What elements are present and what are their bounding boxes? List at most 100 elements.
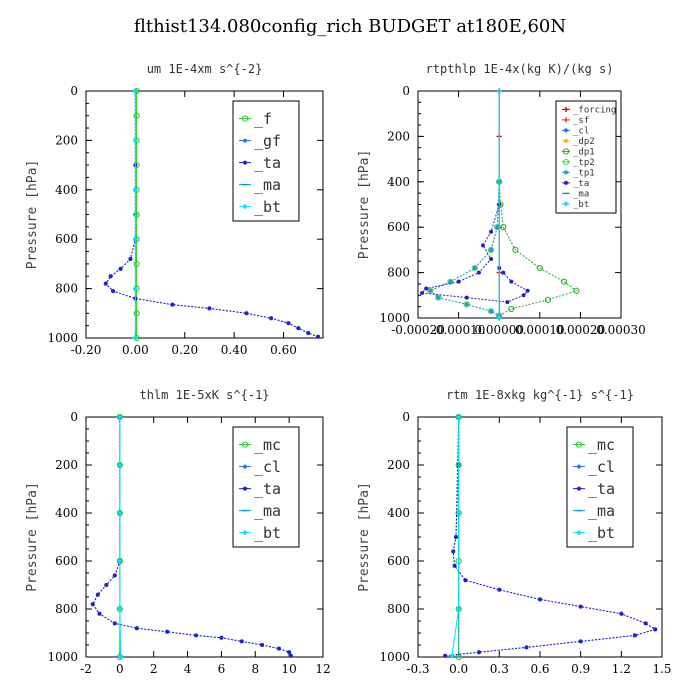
data-point [296,326,301,331]
legend-label: _gf [254,132,281,150]
chart-title: rtpthlp 1E-4x(kg K)/(kg s) [426,62,614,76]
figure-title: flthist134.080config_rich BUDGET at180E,… [133,16,567,37]
data-point [117,606,123,612]
x-tick-label: -0.3 [406,662,429,676]
data-point [544,296,552,303]
data-point [451,549,456,554]
data-point [472,266,477,271]
data-point [525,288,530,293]
legend-marker [241,115,249,122]
y-tick-label: 800 [55,282,78,296]
x-tick-label: 0.00010 [515,323,565,337]
data-point [501,270,506,275]
y-tick-label: 0 [402,84,410,98]
data-point [287,650,292,655]
data-point [643,621,648,626]
series-bt [496,88,502,321]
data-point [244,311,249,316]
data-point [97,611,102,616]
legend-marker [564,138,568,143]
data-point [449,653,455,659]
data-point [496,315,502,321]
y-tick-label: 600 [387,554,410,568]
data-point [436,295,441,300]
data-point [489,256,494,261]
chart-title: rtm 1E-8xkg kg^{-1} s^{-1} [446,388,634,402]
data-point [464,295,469,300]
data-point [489,309,494,314]
legend-label: _tp1 [573,169,595,179]
data-point [632,633,637,638]
data-point [512,246,519,253]
data-point [495,225,500,230]
y-axis-label: Pressure [hPa] [25,160,40,270]
x-tick-label: 6 [218,662,226,676]
x-tick-label: 0.60 [270,343,297,357]
data-point [497,587,502,592]
y-tick-label: 1000 [379,650,410,664]
legend-label: _tp2 [573,158,595,168]
legend-label: _ma [254,176,281,194]
data-point [117,558,123,564]
y-tick-label: 0 [402,410,410,424]
legend-label: _cl [254,458,281,476]
legend-label: _dp2 [573,137,595,147]
y-tick-label: 0 [70,410,78,424]
data-point [578,639,583,644]
series-bt [449,414,462,659]
legend-label: _ta [573,179,589,189]
data-point [239,639,244,644]
legend: _mc _cl _ta _ma _bt [566,426,634,548]
x-tick-label: -0.20 [71,343,102,357]
legend-marker [242,530,248,536]
x-tick-label: 10 [282,662,297,676]
chart-panel-3: thlm 1E-5xK s^{-1} Pressure [hPa] 0 200 400 6… [25,388,331,676]
legend-marker [564,180,568,185]
data-point [456,279,461,284]
x-tick-label: 0.00 [122,343,149,357]
legend-marker [243,160,247,165]
x-tick-label: 0.9 [571,662,590,676]
data-point [489,229,494,234]
data-point [420,291,425,296]
data-point [476,270,481,275]
legend-label: _mc [254,436,281,454]
y-tick-label: 800 [55,602,78,616]
data-point [480,243,485,248]
series-line [445,416,657,657]
data-point [447,278,454,285]
x-tick-label: 2 [150,662,158,676]
series-bt [117,414,124,660]
legend-label: _bt [588,524,615,542]
legend-marker [577,464,581,469]
data-point [500,224,507,231]
legend-label: _forcing [573,106,616,116]
chart-panel-2: rtpthlp 1E-4x(kg K)/(kg s) Pressure [hPa]… [357,62,646,337]
data-point [464,302,469,307]
data-point [111,289,116,294]
y-tick-label: 600 [387,220,410,234]
legend-label: _sf [573,116,589,126]
legend-marker [243,464,247,469]
data-point [463,578,468,583]
legend-label: _ta [588,480,615,498]
series-line [451,417,460,656]
data-point [132,187,138,193]
series-ta [420,202,530,305]
data-point [95,592,100,597]
legend-marker [575,441,583,448]
x-tick-label: 0.00030 [596,323,646,337]
y-tick-label: 800 [387,602,410,616]
chart-title: um 1E-4xm s^{-2} [147,62,263,76]
y-tick-label: 400 [55,506,78,520]
data-point [463,301,470,308]
data-point [269,316,274,321]
legend-marker [563,201,569,207]
y-tick-label: 1000 [47,650,78,664]
data-point [453,535,458,539]
x-tick-label: 0.00020 [556,323,606,337]
data-point [489,247,494,252]
x-tick-label: 12 [315,662,330,676]
y-axis-label: Pressure [hPa] [25,482,40,592]
data-point [134,626,139,631]
